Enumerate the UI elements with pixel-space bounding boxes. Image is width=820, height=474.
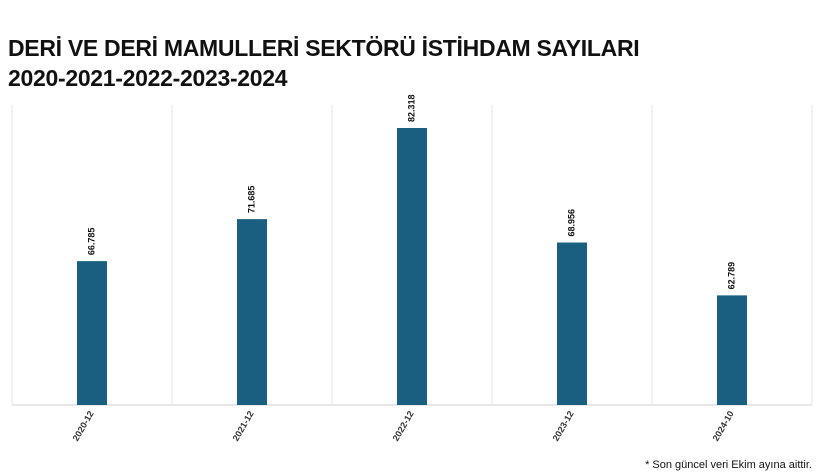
value-label: 66.785: [86, 228, 96, 256]
bar: [237, 219, 267, 405]
bar: [717, 295, 747, 405]
x-tick-label: 2022-12: [391, 409, 416, 443]
x-tick-label: 2024-10: [711, 409, 736, 443]
x-tick-label: 2020-12: [71, 409, 96, 443]
x-tick-label: 2023-12: [551, 409, 576, 443]
value-label: 82.318: [406, 94, 416, 122]
bar: [557, 242, 587, 405]
chart-title: 2020-2021-2022-2023-2024: [8, 65, 288, 91]
bar: [77, 261, 107, 405]
bar: [397, 127, 427, 405]
value-label: 62.789: [726, 262, 736, 290]
value-label: 68.956: [566, 209, 576, 237]
chart-title: DERİ VE DERİ MAMULLERİ SEKTÖRÜ İSTİHDAM …: [8, 35, 639, 61]
x-tick-label: 2021-12: [231, 409, 256, 443]
value-label: 71.685: [246, 186, 256, 214]
footnote: * Son güncel veri Ekim ayına aittir.: [645, 459, 812, 471]
